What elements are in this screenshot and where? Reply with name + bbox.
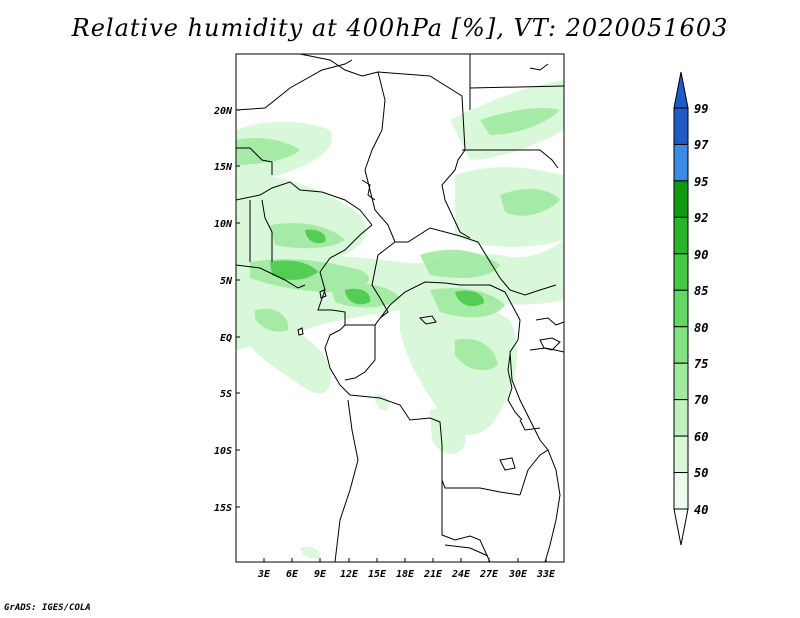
colorbar-label: 99 bbox=[694, 102, 708, 116]
colorbar-label: 92 bbox=[694, 211, 708, 225]
lon-label: 18E bbox=[396, 569, 415, 580]
colorbar-label: 75 bbox=[694, 357, 708, 371]
colorbar-swatch bbox=[673, 289, 689, 328]
map-frame bbox=[235, 53, 565, 563]
lat-label: 15S bbox=[214, 503, 232, 514]
colorbar-swatch bbox=[673, 326, 689, 364]
lon-label: 3E bbox=[257, 569, 271, 580]
colorbar-swatch bbox=[673, 107, 689, 145]
humidity-field bbox=[236, 80, 564, 559]
lon-label: 27E bbox=[479, 569, 499, 580]
colorbar-swatch bbox=[673, 472, 689, 510]
colorbar-label: 90 bbox=[694, 248, 708, 262]
colorbar-label: 70 bbox=[694, 393, 708, 407]
lat-label: 10S bbox=[214, 446, 232, 457]
colorbar-label: 97 bbox=[694, 138, 709, 152]
colorbar-label: 95 bbox=[694, 175, 708, 189]
colorbar-label: 40 bbox=[694, 503, 708, 517]
lat-label: 20N bbox=[213, 106, 233, 117]
colorbar-label: 60 bbox=[694, 430, 708, 444]
lat-label: 10N bbox=[214, 219, 233, 230]
colorbar-swatch bbox=[673, 253, 689, 291]
colorbar-swatch bbox=[673, 216, 689, 255]
lon-label: 6E bbox=[286, 569, 299, 580]
country-borders bbox=[236, 54, 564, 562]
colorbar-swatch bbox=[673, 180, 689, 218]
colorbar-swatch bbox=[673, 435, 689, 474]
lon-label: 21E bbox=[423, 569, 443, 580]
lon-label: 15E bbox=[368, 569, 387, 580]
lon-label: 33E bbox=[536, 569, 556, 580]
lat-label: 5S bbox=[220, 389, 232, 400]
colorbar-label: 85 bbox=[694, 284, 708, 298]
colorbar-swatch bbox=[673, 399, 689, 437]
software-credit: GrADS: IGES/COLA bbox=[4, 603, 91, 613]
lon-label: 9E bbox=[314, 569, 327, 580]
colorbar-label: 50 bbox=[694, 466, 708, 480]
colorbar-top-triangle bbox=[673, 71, 689, 109]
lat-label: 15N bbox=[214, 162, 233, 173]
colorbar-label: 80 bbox=[694, 321, 708, 335]
colorbar-bottom-triangle bbox=[673, 508, 689, 546]
colorbar-swatch bbox=[673, 362, 689, 401]
colorbar-swatch bbox=[673, 143, 689, 182]
lat-label: EQ bbox=[220, 333, 232, 344]
lon-label: 30E bbox=[508, 569, 528, 580]
lon-label: 12E bbox=[340, 569, 359, 580]
map-title: Relative humidity at 400hPa [%], VT: 202… bbox=[71, 14, 729, 42]
colorbar: 99 97 95 92 90 85 80 75 70 60 50 40 bbox=[673, 71, 709, 546]
axis-ticks bbox=[236, 109, 547, 562]
lat-label: 5N bbox=[220, 276, 233, 287]
lon-label: 24E bbox=[451, 569, 471, 580]
